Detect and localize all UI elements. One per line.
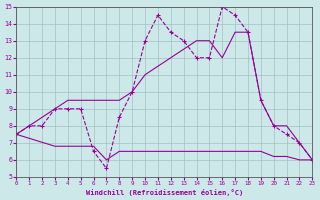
X-axis label: Windchill (Refroidissement éolien,°C): Windchill (Refroidissement éolien,°C) [86, 189, 243, 196]
